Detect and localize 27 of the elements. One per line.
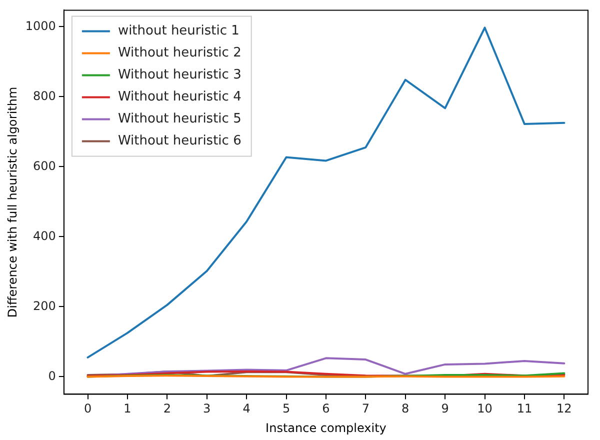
x-axis-title: Instance complexity [266, 420, 386, 435]
legend-label: Without heuristic 5 [118, 112, 242, 127]
legend-label: Without heuristic 6 [118, 134, 242, 149]
x-tick-label: 10 [477, 402, 492, 416]
y-tick-label: 1000 [25, 18, 56, 33]
legend-label: Without heuristic 2 [118, 46, 242, 61]
y-tick-label: 0 [48, 368, 56, 383]
y-tick-label: 800 [33, 88, 56, 103]
x-tick-label: 2 [163, 402, 171, 416]
y-axis-title: Difference with full heuristic algorithm [5, 86, 20, 318]
legend-label: Without heuristic 3 [118, 68, 242, 83]
x-tick-label: 0 [84, 402, 92, 416]
legend-label: without heuristic 1 [118, 24, 240, 39]
y-tick-label: 200 [33, 298, 56, 313]
x-tick-label: 6 [322, 402, 330, 416]
x-tick-label: 3 [203, 402, 211, 416]
x-tick-label: 1 [124, 402, 132, 416]
x-tick-label: 5 [282, 402, 290, 416]
x-tick-label: 4 [242, 402, 250, 416]
y-tick-label: 400 [33, 228, 56, 243]
legend-label: Without heuristic 4 [118, 90, 242, 105]
x-tick-label: 7 [362, 402, 370, 416]
x-tick-label: 11 [516, 402, 532, 416]
y-tick-label: 600 [33, 158, 56, 173]
x-tick-label: 12 [556, 402, 572, 416]
x-tick-label: 9 [441, 402, 449, 416]
x-tick-label: 8 [402, 402, 410, 416]
